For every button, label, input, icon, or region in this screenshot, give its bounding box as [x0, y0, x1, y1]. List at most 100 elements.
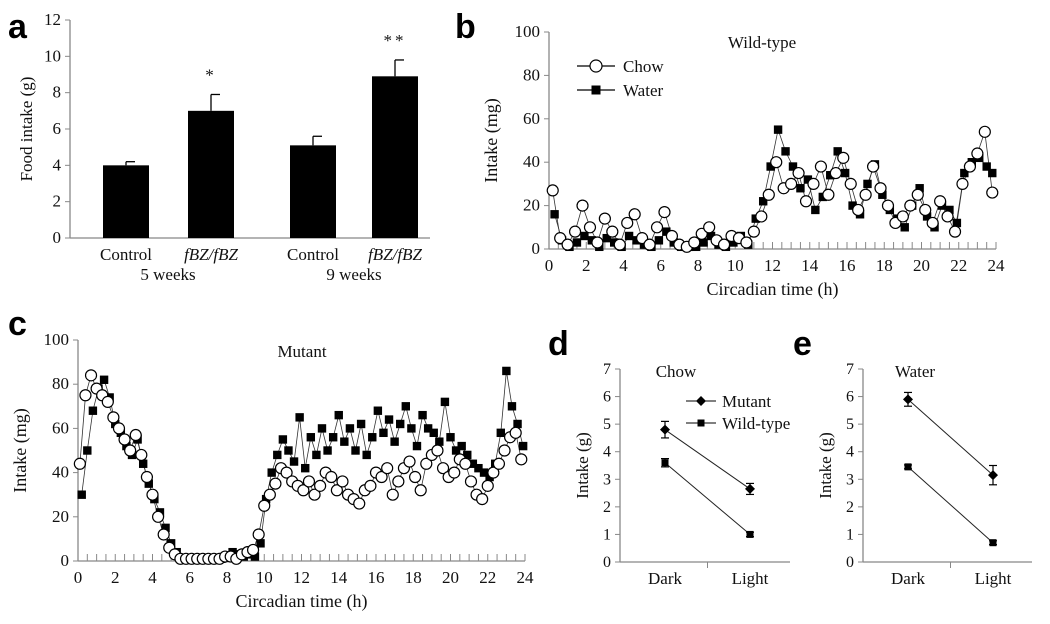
data-point: [157, 528, 170, 541]
data-point: [373, 406, 383, 415]
x-tick-label: 12: [293, 568, 310, 587]
panel-label-a: a: [8, 8, 28, 46]
data-point: [509, 426, 522, 439]
data-point: [788, 162, 798, 171]
data-point: [986, 186, 999, 199]
data-point: [740, 236, 753, 249]
data-point: [591, 85, 601, 95]
x-tick-label: Dark: [648, 569, 682, 588]
panel-e-water-line: 0 1 2 3 4 5 6 7 Intake (g) Dark Light Water: [816, 361, 1032, 588]
data-point: [988, 470, 998, 481]
panel-a-bar-chart: 0 2 4 6 8 10 12 Food intake (g) Control * fBZ/fBZ C…: [17, 10, 430, 284]
data-point: [829, 166, 842, 180]
data-point: [418, 410, 427, 420]
data-point: [572, 238, 582, 247]
data-point: [464, 475, 478, 488]
x-tick-label: 18: [876, 256, 893, 275]
data-point: [989, 539, 997, 547]
data-point: [353, 497, 366, 510]
x-tick-label: 0: [74, 568, 83, 587]
data-point: [440, 397, 450, 407]
x-tick-label: 14: [330, 568, 348, 587]
data-point: [956, 177, 969, 190]
data-point: [252, 528, 265, 541]
y-axis-label: Intake (mg): [481, 98, 502, 182]
data-point: [384, 415, 394, 424]
legend-label: Mutant: [722, 392, 771, 411]
x-tick-label: 10: [727, 256, 744, 275]
y-tick-label: 6: [53, 119, 62, 138]
data-point: [407, 424, 416, 433]
data-point: [948, 225, 962, 238]
data-point: [621, 216, 634, 230]
category-label: fBZ/fBZ: [184, 245, 238, 264]
data-point: [481, 479, 494, 492]
data-point: [301, 463, 310, 473]
panel-label-c: c: [8, 305, 27, 343]
data-point: [297, 484, 310, 497]
data-point: [703, 221, 716, 234]
data-point: [420, 457, 433, 470]
y-tick-label: 6: [846, 389, 854, 406]
data-point: [922, 212, 932, 221]
data-point: [822, 188, 835, 201]
data-point: [375, 470, 388, 484]
data-point: [844, 177, 857, 190]
data-point: [334, 410, 343, 420]
data-point: [135, 448, 148, 462]
data-point: [837, 151, 850, 164]
data-point: [340, 437, 349, 446]
x-tick-label: 20: [913, 256, 930, 275]
series-line: [907, 466, 994, 544]
series-line: [664, 429, 751, 490]
data-point: [88, 406, 98, 415]
data-point: [866, 160, 880, 173]
data-point: [362, 450, 371, 460]
data-point: [250, 552, 260, 561]
chart-title: Mutant: [277, 342, 326, 361]
data-point: [785, 177, 798, 190]
data-point: [919, 203, 932, 217]
x-tick-label: 10: [256, 568, 273, 587]
x-tick-label: 22: [950, 256, 967, 275]
data-point: [379, 428, 388, 438]
category-label: fBZ/fBZ: [368, 245, 422, 264]
x-tick-label: 4: [148, 568, 157, 587]
x-tick-label: 22: [479, 568, 496, 587]
data-point: [833, 147, 842, 156]
y-axis-label: Intake (g): [573, 432, 592, 499]
x-tick-label: 4: [619, 256, 628, 275]
data-point: [662, 227, 671, 236]
data-point: [665, 229, 679, 243]
data-point: [390, 437, 399, 446]
data-point: [811, 205, 820, 215]
data-point: [79, 389, 92, 402]
data-point: [699, 238, 708, 247]
data-point: [412, 441, 422, 451]
data-point: [960, 168, 969, 178]
panel-label-d: d: [548, 325, 569, 363]
legend-marker: [696, 396, 706, 406]
data-point: [770, 156, 783, 169]
x-tick-label: 6: [186, 568, 195, 587]
y-tick-label: 7: [846, 361, 854, 378]
y-tick-label: 2: [846, 499, 854, 516]
y-tick-label: 8: [53, 83, 62, 102]
data-point: [963, 160, 977, 173]
series-line: [664, 462, 751, 535]
y-axis-label: Intake (mg): [10, 408, 31, 492]
data-point: [971, 147, 984, 160]
data-point: [83, 446, 92, 455]
series-line: [552, 131, 993, 248]
y-tick-label: 10: [44, 46, 61, 65]
data-point: [267, 468, 276, 477]
y-tick-label: 12: [44, 10, 61, 29]
y-tick-label: 1: [846, 526, 854, 543]
data-point: [423, 424, 433, 433]
data-point: [904, 199, 917, 212]
data-point: [118, 433, 131, 446]
y-tick-label: 40: [523, 152, 540, 171]
bar: [103, 165, 149, 238]
bar: [290, 145, 336, 238]
y-tick-label: 20: [52, 507, 69, 526]
